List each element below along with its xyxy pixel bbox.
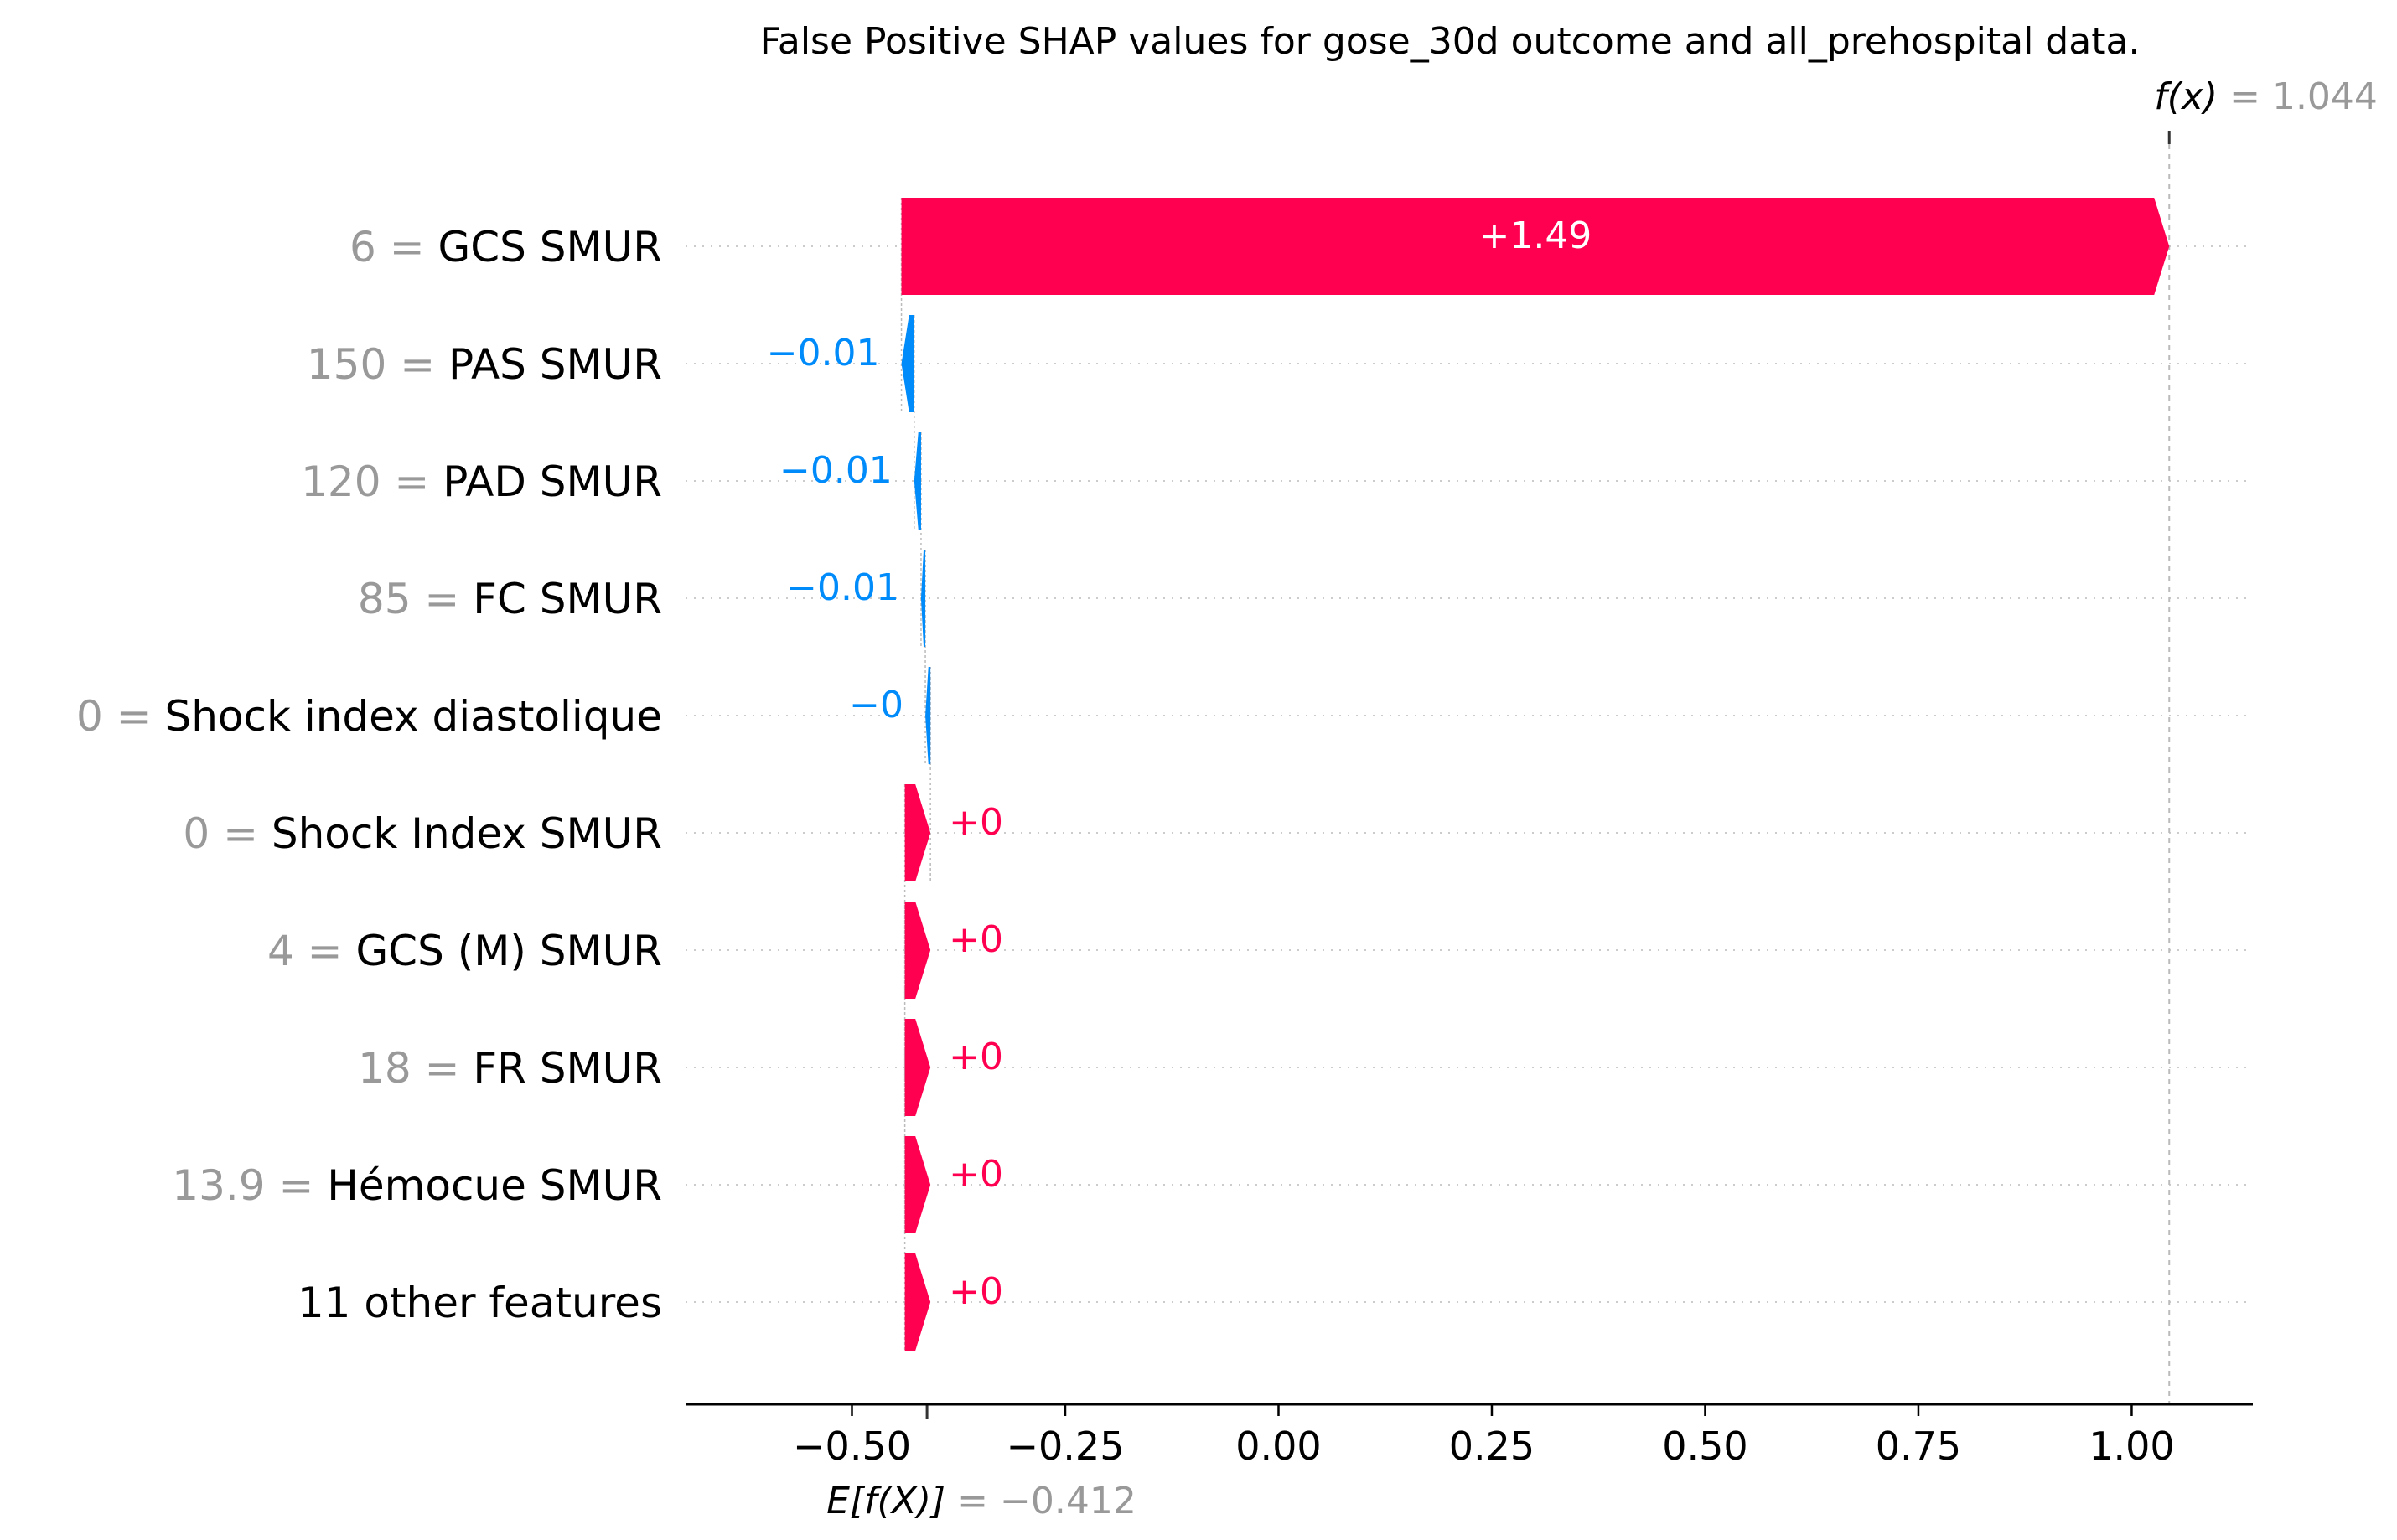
- x-axis: −0.50 −0.25 0.00 0.25 0.50 0.75 1.00: [686, 1403, 2253, 1469]
- bar-4: [920, 550, 926, 647]
- feature-label: 11 other features: [298, 1279, 662, 1327]
- x-tick-label: 0.00: [1235, 1424, 1321, 1469]
- x-tick-label: −0.25: [1007, 1424, 1125, 1469]
- feature-label: 0 = Shock Index SMUR: [183, 809, 662, 858]
- feature-label: 120 = PAD SMUR: [301, 457, 662, 506]
- bar-3: [914, 432, 921, 530]
- efx-annotation: E[f(X)] = −0.412: [826, 1480, 1136, 1522]
- feature-label: 6 = GCS SMUR: [349, 223, 662, 271]
- bar-9: [904, 1136, 931, 1233]
- bar-8: [904, 1019, 931, 1116]
- bar-value-label: −0: [849, 684, 903, 726]
- bar-value-label: +1.49: [1478, 214, 1592, 257]
- gridlines: [686, 245, 2253, 1303]
- bar-value-label: +0: [949, 918, 1003, 961]
- bar-6: [904, 784, 931, 881]
- feature-label: 150 = PAS SMUR: [307, 340, 662, 389]
- bar-value-label: −0.01: [786, 566, 899, 609]
- annotations: f(x) = 1.044 E[f(X)] = −0.412: [826, 75, 2378, 1522]
- x-tick-label: −0.50: [793, 1424, 911, 1469]
- fx-annotation: f(x) = 1.044: [2154, 75, 2378, 118]
- connector-lines: [900, 131, 2171, 1419]
- bar-10: [904, 1253, 931, 1351]
- bar-value-label: +0: [949, 1270, 1003, 1313]
- feature-label: 13.9 = Hémocue SMUR: [172, 1161, 662, 1210]
- bar-value-label: +0: [949, 1153, 1003, 1196]
- feature-label: 4 = GCS (M) SMUR: [267, 927, 662, 975]
- feature-label: 0 = Shock index diastolique: [76, 692, 662, 741]
- x-tick-label: 0.25: [1449, 1424, 1535, 1469]
- bar-value-label: −0.01: [767, 332, 880, 375]
- x-tick-label: 0.75: [1876, 1424, 1961, 1469]
- x-tick-label: 0.50: [1662, 1424, 1747, 1469]
- bar-value-label: +0: [949, 801, 1003, 844]
- bar-5: [925, 667, 931, 764]
- bar-value-label: +0: [949, 1036, 1003, 1078]
- bar-7: [904, 902, 931, 999]
- feature-label: 85 = FC SMUR: [358, 575, 662, 623]
- bar-1: [901, 198, 2170, 295]
- bar-2: [901, 315, 914, 412]
- bar-value-label: −0.01: [779, 449, 893, 492]
- chart-title: False Positive SHAP values for gose_30d …: [760, 20, 2141, 63]
- feature-label: 18 = FR SMUR: [358, 1044, 662, 1093]
- feature-labels: 6 = GCS SMUR 150 = PAS SMUR 120 = PAD SMUR…: [76, 223, 662, 1327]
- bars: +1.49 −0.01 −0.01 −0.01 −0 +0 +0 +0 +0 +0: [767, 198, 2170, 1351]
- x-tick-label: 1.00: [2089, 1424, 2174, 1469]
